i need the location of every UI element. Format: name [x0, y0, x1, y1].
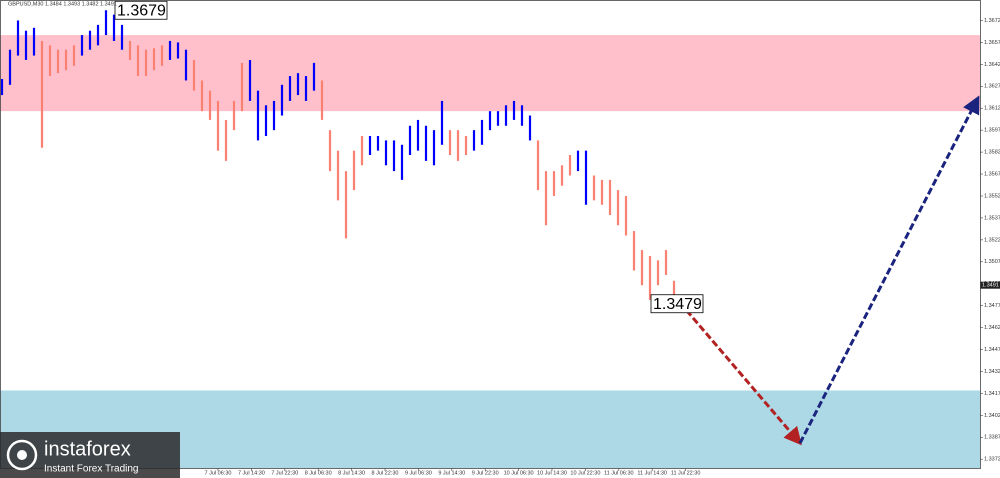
y-tick-label: 1.3417 [984, 391, 1000, 397]
x-tick-label: 11 Jul 14:30 [637, 470, 667, 476]
x-tick-label: 8 Jul 14:30 [338, 470, 365, 476]
annotation-box [114, 0, 168, 20]
current-price-label: 1.3491 [982, 283, 999, 289]
x-tick-label: 9 Jul 06:30 [405, 470, 432, 476]
y-tick-label: 1.3447 [984, 347, 1000, 353]
y-tick-label: 1.3627 [984, 84, 1000, 90]
x-tick-label: 8 Jul 06:30 [305, 470, 332, 476]
y-tick-label: 1.3612 [984, 106, 1000, 112]
annotation-box [650, 294, 704, 314]
forecast-arrow [798, 95, 980, 444]
plot-frame [0, 0, 981, 469]
y-tick-label: 1.3477 [984, 303, 1000, 309]
price-annotation: 1.3479 [650, 294, 704, 314]
x-tick-label: 8 Jul 22:30 [372, 470, 399, 476]
y-tick-label: 1.3387 [984, 435, 1000, 441]
y-tick-label: 1.3672 [984, 18, 1000, 24]
y-tick-label: 1.3507 [984, 259, 1000, 265]
x-tick-label: 10 Jul 06:30 [504, 470, 534, 476]
x-tick-label: 11 Jul 06:30 [604, 470, 634, 476]
y-tick-label: 1.3582 [984, 150, 1000, 156]
chart-title: GBPUSD,M30 1.3484 1.3493 1.3482 1.3491 [8, 1, 117, 7]
y-tick-label: 1.3642 [984, 62, 1000, 68]
annotation-label: 1.3679 [117, 2, 166, 19]
x-tick-label: 9 Jul 22:30 [472, 470, 499, 476]
x-tick-label: 10 Jul 14:30 [537, 470, 567, 476]
target-zone [0, 35, 980, 112]
logo-tagline: Instant Forex Trading [44, 464, 139, 475]
y-tick-label: 1.3522 [984, 237, 1000, 243]
y-tick-label: 1.3432 [984, 369, 1000, 375]
x-tick-label: 7 Jul 14:30 [238, 470, 265, 476]
forecast-arrow [678, 301, 802, 446]
current-price-box [980, 281, 1000, 289]
y-tick-label: 1.3462 [984, 325, 1000, 331]
logo-icon-core [17, 450, 27, 460]
y-tick-label: 1.3552 [984, 193, 1000, 199]
x-tick-label: 10 Jul 22:30 [570, 470, 600, 476]
y-tick-label: 1.3657 [984, 40, 1000, 46]
price-annotation: 1.3679 [114, 0, 168, 20]
x-tick-label: 11 Jul 22:30 [671, 470, 701, 476]
logo-name: instaforex [44, 438, 131, 460]
x-tick-label: 7 Jul 22:30 [271, 470, 298, 476]
logo-icon [6, 439, 38, 471]
x-tick-label: 7 Jul 06:30 [205, 470, 232, 476]
y-tick-label: 1.3372 [984, 457, 1000, 463]
logo: instaforex Instant Forex Trading [0, 432, 180, 478]
y-tick-label: 1.3402 [984, 413, 1000, 419]
annotation-label: 1.3479 [653, 296, 702, 313]
logo-bg [0, 432, 180, 478]
x-tick-label: 9 Jul 14:30 [438, 470, 465, 476]
y-tick-label: 1.3537 [984, 215, 1000, 221]
y-tick-label: 1.3567 [984, 171, 1000, 177]
y-tick-label: 1.3597 [984, 128, 1000, 134]
